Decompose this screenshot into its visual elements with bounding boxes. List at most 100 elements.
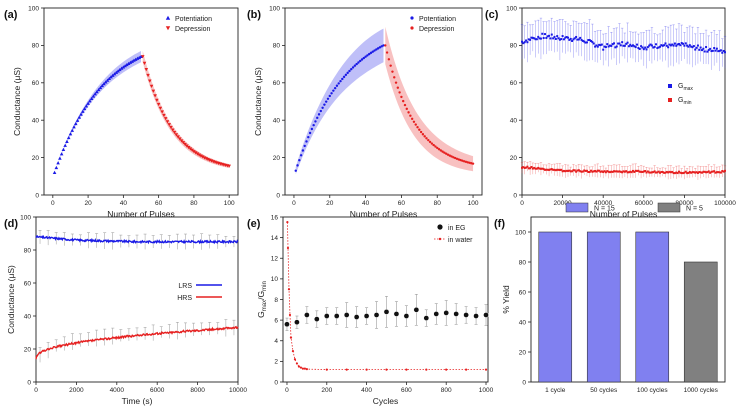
gmin-point [614,170,617,173]
legend-water-marker [438,237,442,241]
gmin-point [657,170,660,173]
eg-point [343,312,350,318]
x-axis-label: Number of Pulses [350,209,418,219]
depression-point [439,149,443,152]
potentiation-point [105,78,110,82]
x-category-label: 1 cycle [545,387,566,394]
gmax-point [684,42,687,45]
y-tick-label: 20 [510,155,518,162]
x-tick-label: 6000 [150,387,165,394]
x-tick-label: 100000 [714,200,736,207]
gmin-point [686,172,689,175]
eg-point [473,313,479,319]
gmin-point [607,170,610,173]
gmin-point [533,166,536,169]
water-point [301,367,305,370]
gmin-point [558,168,561,171]
gmin-point [660,170,663,173]
gmax-point [705,46,708,49]
x-tick-label: 0 [292,200,296,207]
gmin-point [553,168,556,171]
panel-label: (f) [494,218,505,230]
potentiation-point [84,104,89,108]
x-axis-label: Number of Pulses [107,209,175,219]
gmax-point [537,35,540,38]
y-tick-label: 60 [273,80,281,87]
depression-point [170,128,175,132]
water-point [293,358,297,361]
potentiation-point [137,55,142,59]
y-axis-label: % Yield [501,285,511,314]
depression-point [394,81,398,84]
potentiation-point [364,55,367,58]
gmin-point [650,171,653,174]
gmax-point [672,44,675,47]
y-axis-label: Conductance (μS) [253,67,263,136]
depression-point [176,135,180,139]
y-tick-label: 40 [24,313,32,320]
eg-point [313,316,320,322]
potentiation-point [332,89,335,92]
gmax-point [530,36,533,39]
gmin-point [606,170,609,173]
potentiation-point [81,109,85,113]
gmin-point [568,169,571,172]
gmin-point [623,170,626,173]
depression-point [391,70,394,73]
gmax-point [619,44,622,47]
gmin-point [673,172,676,175]
gmin-point [675,171,678,174]
gmin-point [521,166,523,169]
gmin-point [577,169,580,172]
legend-depression-marker [410,26,414,30]
potentiation-point [135,56,140,60]
gmin-point [694,171,697,174]
potentiation-point [337,82,340,85]
potentiation-point [91,94,96,98]
y-axis-label: Gmax/Gmin [256,281,268,318]
gmin-point [718,171,721,174]
hrs-line [35,325,239,360]
x-tick-label: 0 [34,387,38,394]
gmin-point [713,170,716,173]
gmax-point [688,44,691,47]
potentiation-band [295,28,384,175]
gmax-point [698,48,701,51]
gmin-point [714,171,717,174]
gmax-point [692,45,695,48]
gmin-point [691,171,694,174]
depression-point [146,73,150,78]
gmin-point [548,168,551,171]
gmax-point [627,45,630,48]
gmax-point [573,37,576,40]
depression-point [452,156,455,159]
gmax-point [579,36,582,39]
potentiation-point [350,67,353,71]
depression-point [172,130,177,135]
potentiation-point [307,135,310,139]
x-tick-label: 200 [321,387,332,394]
gmax-point [599,44,602,47]
gmin-point [706,171,709,174]
gmax-point [584,41,587,44]
depression-point [414,123,417,126]
gmax-point [690,45,693,48]
potentiation-point [88,99,92,103]
potentiation-point [130,59,134,63]
gmin-point [575,170,578,173]
gmin-point [531,167,534,170]
gmin-point [602,171,605,174]
gmax-point [675,44,678,47]
gmin-point [676,172,679,175]
potentiation-point [298,159,301,162]
gmin-point [634,169,637,172]
gmin-point [613,170,616,173]
gmax-point [652,46,655,49]
potentiation-point [68,132,73,136]
potentiation-point [63,143,67,147]
gmin-point [541,167,544,170]
depression-band [385,26,474,172]
x-tick-label: 8000 [190,387,205,394]
gmin-point [661,171,664,174]
panel-label: (d) [4,218,18,230]
